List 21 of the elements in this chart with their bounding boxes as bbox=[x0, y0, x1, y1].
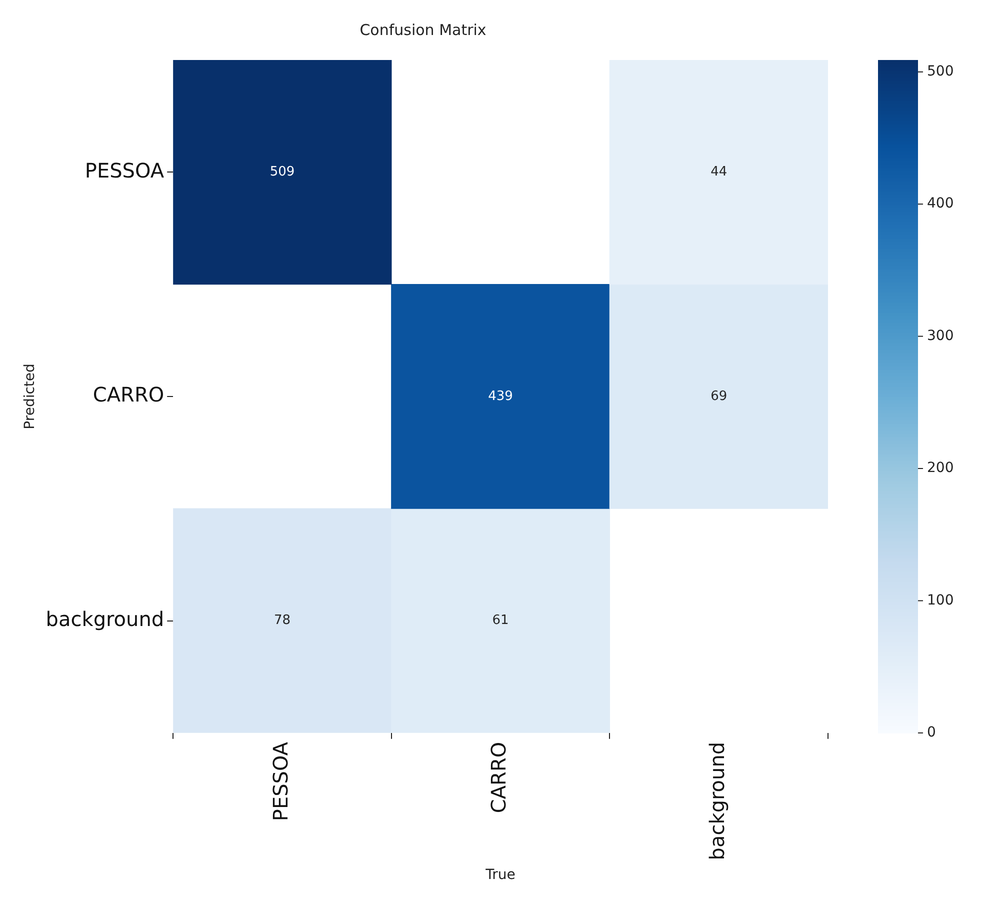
x-tick-label: background bbox=[705, 742, 730, 860]
data-label: 439 bbox=[488, 388, 513, 404]
color-bar-label: 500 bbox=[927, 64, 954, 80]
x-axis-title: True bbox=[484, 867, 516, 884]
x-tick-label: PESSOA bbox=[268, 742, 292, 822]
y-tick-label: PESSOA bbox=[84, 158, 164, 182]
color-bar-label: 0 bbox=[927, 724, 936, 741]
data-label: 78 bbox=[274, 613, 291, 628]
color-bar-label: 400 bbox=[927, 196, 954, 212]
x-tick-label: CARRO bbox=[486, 742, 511, 814]
data-label: 44 bbox=[710, 164, 728, 180]
y-axis-title: Predicted bbox=[22, 364, 38, 430]
y-tick-label: CARRO bbox=[92, 382, 164, 407]
data-label: 509 bbox=[270, 164, 295, 180]
color-bar-label: 300 bbox=[927, 328, 954, 344]
data-label: 69 bbox=[710, 388, 728, 404]
chart-title: Confusion Matrix bbox=[360, 20, 486, 39]
data-label: 61 bbox=[492, 613, 509, 628]
y-tick-label: background bbox=[46, 606, 164, 631]
color-bar-label: 200 bbox=[927, 460, 954, 476]
color-bar-label: 100 bbox=[927, 592, 954, 608]
